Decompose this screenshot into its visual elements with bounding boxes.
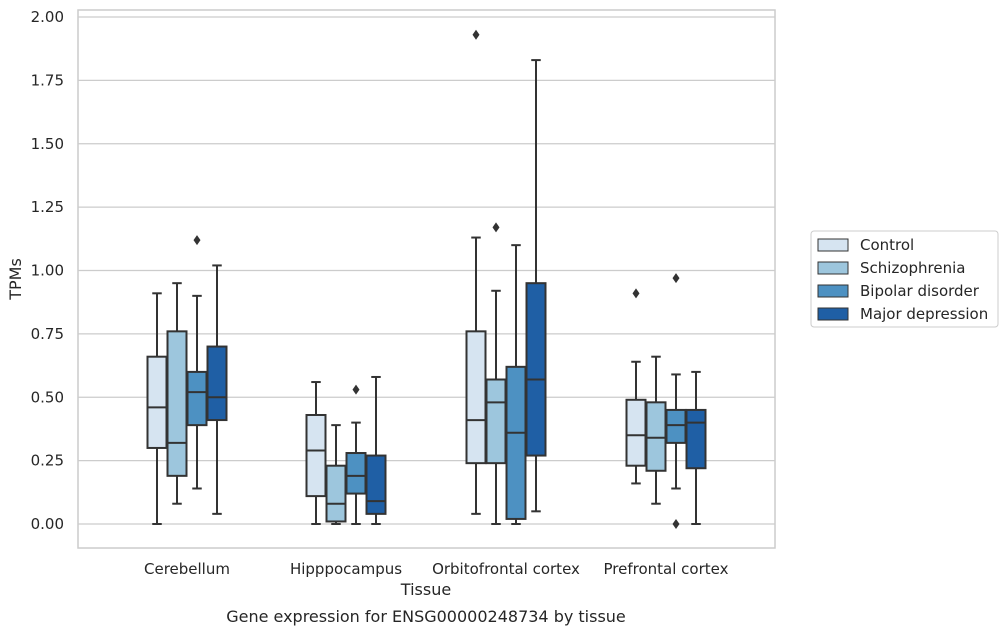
box-iqr — [186, 370, 208, 427]
box-major-depression — [206, 264, 228, 515]
chart-caption: Gene expression for ENSG00000248734 by t… — [226, 607, 626, 626]
y-tick-label: 1.25 — [31, 198, 64, 216]
box-bipolar-disorder — [505, 244, 527, 525]
legend-label: Control — [860, 236, 914, 254]
outlier-point — [472, 29, 480, 40]
legend: Control Schizophrenia Bipolar disorder Majo… — [810, 230, 999, 328]
box-iqr — [505, 365, 527, 520]
y-tick-labels: 0.00 0.25 0.50 0.75 1.00 1.25 1.50 1.75 2.00 — [31, 8, 64, 533]
box-control — [146, 292, 168, 525]
outlier-point — [672, 273, 680, 284]
box-control — [465, 29, 487, 515]
legend-swatch — [817, 261, 849, 275]
y-tick-label: 0.75 — [31, 325, 64, 343]
y-tick-label: 0.00 — [31, 515, 64, 533]
x-tick-labels: Cerebellum Hipppocampus Orbitofrontal cort… — [144, 560, 729, 578]
x-tick-label: Prefrontal cortex — [604, 560, 729, 578]
plot-area-frame — [77, 9, 776, 549]
legend-label: Bipolar disorder — [860, 282, 980, 300]
x-tick-label: Hipppocampus — [290, 560, 402, 578]
box-iqr — [345, 452, 367, 495]
legend-swatch — [817, 238, 849, 252]
box-major-depression — [525, 59, 547, 513]
x-tick-label: Cerebellum — [144, 560, 230, 578]
y-axis-label: TPMs — [6, 258, 25, 301]
y-tick-label: 2.00 — [31, 8, 64, 26]
box-iqr — [665, 408, 687, 444]
box-iqr — [305, 413, 327, 498]
outlier-point — [193, 235, 201, 246]
box-major-depression — [365, 375, 387, 525]
y-tick-label: 1.75 — [31, 71, 64, 89]
outlier-point — [672, 519, 680, 529]
x-tick-label: Orbitofrontal cortex — [432, 560, 580, 578]
box-control — [625, 288, 647, 485]
legend-swatch — [817, 284, 849, 298]
box-control — [305, 381, 327, 525]
box-iqr — [166, 330, 188, 477]
box-iqr — [325, 464, 347, 523]
box-iqr — [146, 355, 168, 449]
box-major-depression — [685, 370, 707, 525]
box-bipolar-disorder — [186, 235, 208, 490]
box-bipolar-disorder — [665, 273, 687, 529]
y-tick-label: 0.25 — [31, 452, 64, 470]
box-iqr — [365, 454, 387, 515]
legend-label: Major depression — [860, 305, 988, 323]
y-tick-label: 1.00 — [31, 262, 64, 280]
box-schizophrenia — [325, 424, 347, 525]
legend-frame — [810, 230, 999, 328]
box-schizophrenia — [485, 222, 507, 525]
y-tick-label: 0.50 — [31, 388, 64, 406]
outlier-point — [632, 288, 640, 299]
box-iqr — [625, 398, 647, 467]
legend-label: Schizophrenia — [860, 259, 965, 277]
box-schizophrenia — [166, 282, 188, 505]
box-iqr — [206, 345, 228, 422]
box-bipolar-disorder — [345, 384, 367, 525]
box-series — [146, 29, 707, 529]
x-axis-label: Tissue — [400, 580, 451, 599]
outlier-point — [352, 384, 360, 395]
legend-swatch — [817, 307, 849, 321]
box-iqr — [645, 401, 667, 472]
outlier-point — [492, 222, 500, 233]
box-iqr — [465, 330, 487, 465]
y-tick-label: 1.50 — [31, 135, 64, 153]
box-schizophrenia — [645, 355, 667, 505]
box-iqr — [685, 408, 707, 470]
box-iqr — [525, 282, 547, 457]
box-iqr — [485, 378, 507, 465]
